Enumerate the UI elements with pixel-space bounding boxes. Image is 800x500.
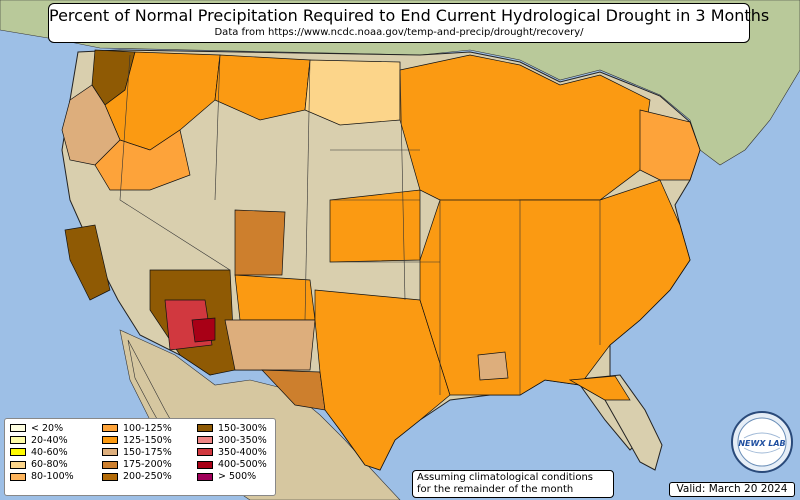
legend-label: 150-300% (218, 422, 267, 434)
newx-lab-logo: NEWX LAB (731, 411, 793, 473)
legend-column-3: 150-300% 300-350% 350-400% 400-500% > 50… (197, 422, 267, 483)
legend-label: 125-150% (123, 434, 172, 446)
svg-text:NEWX LAB: NEWX LAB (738, 439, 785, 448)
legend-item: 60-80% (10, 459, 74, 471)
legend-item: 400-500% (197, 459, 267, 471)
legend-label: 400-500% (218, 459, 267, 471)
legend-label: 20-40% (31, 434, 68, 446)
region-co-brown (234, 209, 286, 276)
legend-swatch (102, 472, 118, 481)
legend-swatch (197, 436, 213, 445)
legend-label: > 500% (218, 471, 257, 483)
region-fl-orange (568, 375, 631, 401)
legend-label: 100-125% (123, 422, 172, 434)
legend-label: 60-80% (31, 459, 68, 471)
legend-swatch (102, 436, 118, 445)
title-box: Percent of Normal Precipitation Required… (48, 3, 770, 43)
legend-item: 80-100% (10, 471, 74, 483)
legend-swatch (197, 448, 213, 457)
state-borders (119, 54, 601, 395)
florida-land (568, 374, 663, 471)
region-plains-orange (329, 189, 421, 263)
legend-label: 40-60% (31, 446, 68, 458)
legend-swatch (197, 472, 213, 481)
region-nm-tan (224, 319, 316, 371)
legend: < 20% 20-40% 40-60% 60-80% 80-100% 100-1… (4, 418, 276, 496)
note-line-2: for the remainder of the month (417, 484, 574, 495)
legend-label: 175-200% (123, 459, 172, 471)
map-title: Percent of Normal Precipitation Required… (49, 6, 770, 25)
legend-swatch (10, 460, 26, 469)
region-east-orange (419, 179, 691, 396)
region-ca-dark (64, 224, 111, 301)
legend-item: 20-40% (10, 434, 74, 446)
legend-item: 150-300% (197, 422, 267, 434)
legend-label: 150-175% (123, 446, 172, 458)
legend-swatch (197, 424, 213, 433)
region-mt-orange (214, 54, 311, 121)
assumption-note: Assuming climatological conditions for t… (412, 470, 614, 498)
legend-item: 150-175% (102, 446, 172, 458)
legend-swatch (102, 448, 118, 457)
legend-item: < 20% (10, 422, 74, 434)
legend-label: 80-100% (31, 471, 74, 483)
legend-column-2: 100-125% 125-150% 150-175% 175-200% 200-… (102, 422, 172, 483)
legend-swatch (102, 424, 118, 433)
legend-swatch (10, 424, 26, 433)
region-or-orange (94, 129, 191, 191)
legend-item: 40-60% (10, 446, 74, 458)
legend-label: < 20% (31, 422, 64, 434)
region-az-darkred (191, 317, 216, 343)
legend-item: 300-350% (197, 434, 267, 446)
legend-item: 125-150% (102, 434, 172, 446)
legend-swatch (10, 472, 26, 481)
legend-item: 175-200% (102, 459, 172, 471)
legend-item: 200-250% (102, 471, 172, 483)
legend-swatch (197, 460, 213, 469)
legend-label: 200-250% (123, 471, 172, 483)
valid-date: Valid: March 20 2024 (669, 482, 795, 497)
note-line-1: Assuming climatological conditions (417, 472, 593, 483)
region-nd-light (304, 59, 401, 126)
legend-item: 350-400% (197, 446, 267, 458)
legend-item: 100-125% (102, 422, 172, 434)
legend-label: 300-350% (218, 434, 267, 446)
legend-swatch (10, 448, 26, 457)
legend-column-1: < 20% 20-40% 40-60% 60-80% 80-100% (10, 422, 74, 483)
map-subtitle: Data from https://www.ncdc.noaa.gov/temp… (214, 27, 584, 38)
drought-regions (61, 49, 701, 471)
legend-item: > 500% (197, 471, 267, 483)
legend-swatch (102, 460, 118, 469)
legend-swatch (10, 436, 26, 445)
region-ne-light (639, 109, 701, 181)
legend-label: 350-400% (218, 446, 267, 458)
region-nm-orange (234, 274, 316, 321)
region-sc-tan (477, 351, 509, 381)
